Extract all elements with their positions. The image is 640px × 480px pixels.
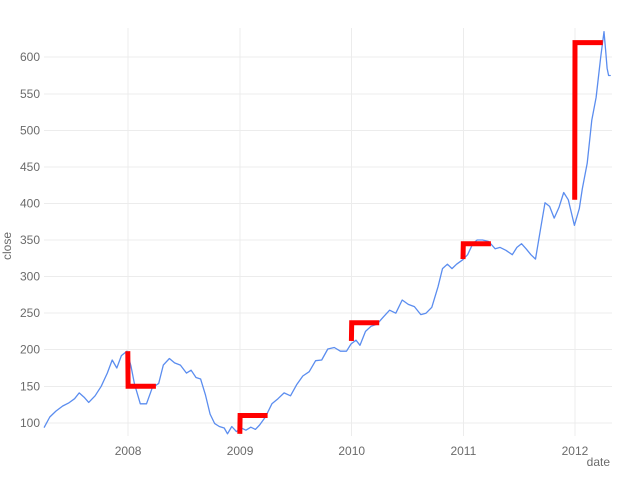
x-tick-label: 2012 bbox=[562, 444, 589, 458]
y-tick-label: 450 bbox=[20, 160, 40, 174]
x-tick-label: 2008 bbox=[115, 444, 142, 458]
y-tick-label: 400 bbox=[20, 196, 40, 210]
annual-step-line-5 bbox=[572, 40, 603, 200]
y-tick-label: 150 bbox=[20, 379, 40, 393]
y-tick-label: 250 bbox=[20, 306, 40, 320]
x-tick-label: 2010 bbox=[338, 444, 365, 458]
close-price-line bbox=[43, 31, 611, 435]
x-tick-label: 2011 bbox=[450, 444, 476, 458]
y-axis-title: close bbox=[0, 232, 14, 260]
x-axis-title: date bbox=[587, 455, 611, 469]
y-tick-label: 600 bbox=[20, 50, 40, 64]
y-tick-label: 100 bbox=[20, 416, 40, 430]
y-tick-label: 500 bbox=[20, 123, 40, 137]
y-tick-label: 200 bbox=[20, 343, 40, 357]
grid-lines bbox=[44, 28, 612, 436]
x-axis-ticks: 2008 2009 2010 2011 2012 bbox=[115, 444, 589, 458]
annual-step-line-3 bbox=[348, 320, 380, 341]
annual-step-line-2 bbox=[237, 413, 268, 434]
plot-series bbox=[43, 31, 611, 435]
x-tick-label: 2009 bbox=[227, 444, 254, 458]
annual-step-line-4 bbox=[460, 241, 491, 260]
annual-step-line-1 bbox=[125, 351, 156, 389]
y-tick-label: 350 bbox=[20, 233, 40, 247]
y-axis-ticks: 100 150 200 250 300 350 400 450 500 550 600 bbox=[20, 50, 40, 430]
y-tick-label: 550 bbox=[20, 87, 40, 101]
y-tick-label: 300 bbox=[20, 270, 40, 284]
